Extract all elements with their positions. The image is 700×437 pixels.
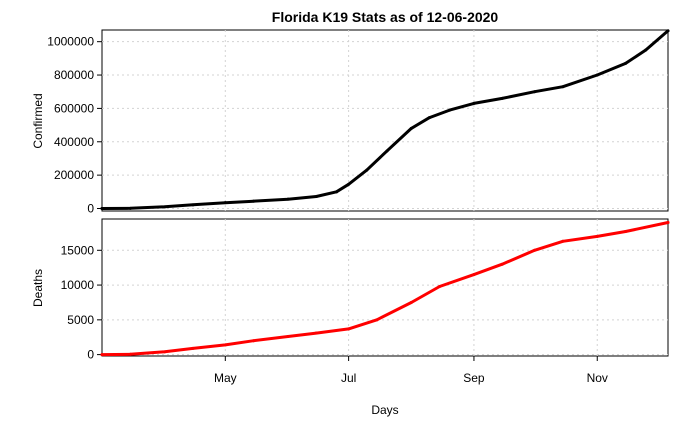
x-tick-label-1: Jul xyxy=(341,371,356,385)
data-point-confirmed-5 xyxy=(252,199,256,203)
panel-confirmed: Confirmed xyxy=(31,29,669,212)
y-tick-label-confirmed-2: 400000 xyxy=(54,135,94,149)
data-point-deaths-5 xyxy=(252,339,256,343)
y-tick-label-deaths-3: 15000 xyxy=(61,243,95,257)
panel-confirmed-frame xyxy=(101,29,669,212)
y-tick-label-confirmed-4: 800000 xyxy=(54,68,94,82)
data-point-deaths-0 xyxy=(100,353,104,357)
x-axis: May Jul Sep Nov xyxy=(214,356,608,385)
data-point-confirmed-18 xyxy=(561,85,565,89)
data-point-deaths-11 xyxy=(438,284,442,288)
x-tick-label-2: Sep xyxy=(463,371,485,385)
data-point-confirmed-13 xyxy=(427,116,431,120)
y-tick-label-confirmed-1: 200000 xyxy=(54,168,94,182)
data-point-deaths-6 xyxy=(286,335,290,339)
data-point-confirmed-16 xyxy=(500,96,504,100)
data-point-confirmed-4 xyxy=(223,201,227,205)
data-point-confirmed-19 xyxy=(595,73,599,77)
y-tick-label-confirmed-3: 600000 xyxy=(54,101,94,115)
data-point-deaths-10 xyxy=(409,300,413,304)
data-point-deaths-2 xyxy=(163,350,167,354)
data-point-deaths-14 xyxy=(533,248,537,252)
x-tick-label-3: Nov xyxy=(587,371,608,385)
y-tick-label-deaths-0: 0 xyxy=(87,348,94,362)
data-point-confirmed-17 xyxy=(533,90,537,94)
panel-deaths: Deaths xyxy=(31,218,669,357)
data-point-confirmed-3 xyxy=(191,203,195,207)
x-axis-label: Days xyxy=(371,403,398,417)
data-point-confirmed-12 xyxy=(409,126,413,130)
data-point-confirmed-14 xyxy=(448,108,452,112)
data-point-confirmed-0 xyxy=(100,206,104,210)
data-point-deaths-13 xyxy=(500,262,504,266)
data-point-confirmed-20 xyxy=(624,61,628,65)
y-tick-label-confirmed-0: 0 xyxy=(87,201,94,215)
data-point-confirmed-6 xyxy=(286,197,290,201)
panel-confirmed-content: 0 200000 400000 600000 800000 1000000 xyxy=(47,29,670,215)
panel-deaths-frame xyxy=(101,218,669,357)
data-point-confirmed-11 xyxy=(385,149,389,153)
data-point-confirmed-10 xyxy=(365,168,369,172)
data-point-confirmed-7 xyxy=(314,194,318,198)
y-tick-label-confirmed-5: 1000000 xyxy=(47,35,94,49)
y-axis-label-deaths: Deaths xyxy=(31,269,45,307)
data-point-deaths-15 xyxy=(561,239,565,243)
y-tick-label-deaths-2: 10000 xyxy=(61,278,95,292)
data-point-confirmed-21 xyxy=(644,48,648,52)
data-point-confirmed-22 xyxy=(666,29,670,33)
data-point-deaths-8 xyxy=(347,327,351,331)
data-point-deaths-1 xyxy=(128,352,132,356)
data-point-deaths-16 xyxy=(595,234,599,238)
data-point-deaths-3 xyxy=(191,346,195,350)
data-point-deaths-4 xyxy=(223,343,227,347)
data-point-confirmed-15 xyxy=(472,101,476,105)
series-line-deaths xyxy=(100,221,670,357)
chart-title: Florida K19 Stats as of 12-06-2020 xyxy=(272,9,499,25)
data-point-confirmed-1 xyxy=(128,206,132,210)
data-point-confirmed-8 xyxy=(334,190,338,194)
series-line-confirmed xyxy=(100,29,670,210)
data-point-confirmed-9 xyxy=(347,182,351,186)
data-point-deaths-12 xyxy=(472,273,476,277)
panel-deaths-content: 0 5000 10000 15000 xyxy=(61,219,670,362)
data-point-deaths-9 xyxy=(375,318,379,322)
data-point-deaths-18 xyxy=(666,220,670,224)
x-tick-label-0: May xyxy=(214,371,237,385)
data-point-confirmed-2 xyxy=(163,205,167,209)
data-point-deaths-7 xyxy=(314,331,318,335)
data-point-deaths-17 xyxy=(624,230,628,234)
y-axis-label-confirmed: Confirmed xyxy=(31,93,45,148)
y-tick-label-deaths-1: 5000 xyxy=(67,313,94,327)
